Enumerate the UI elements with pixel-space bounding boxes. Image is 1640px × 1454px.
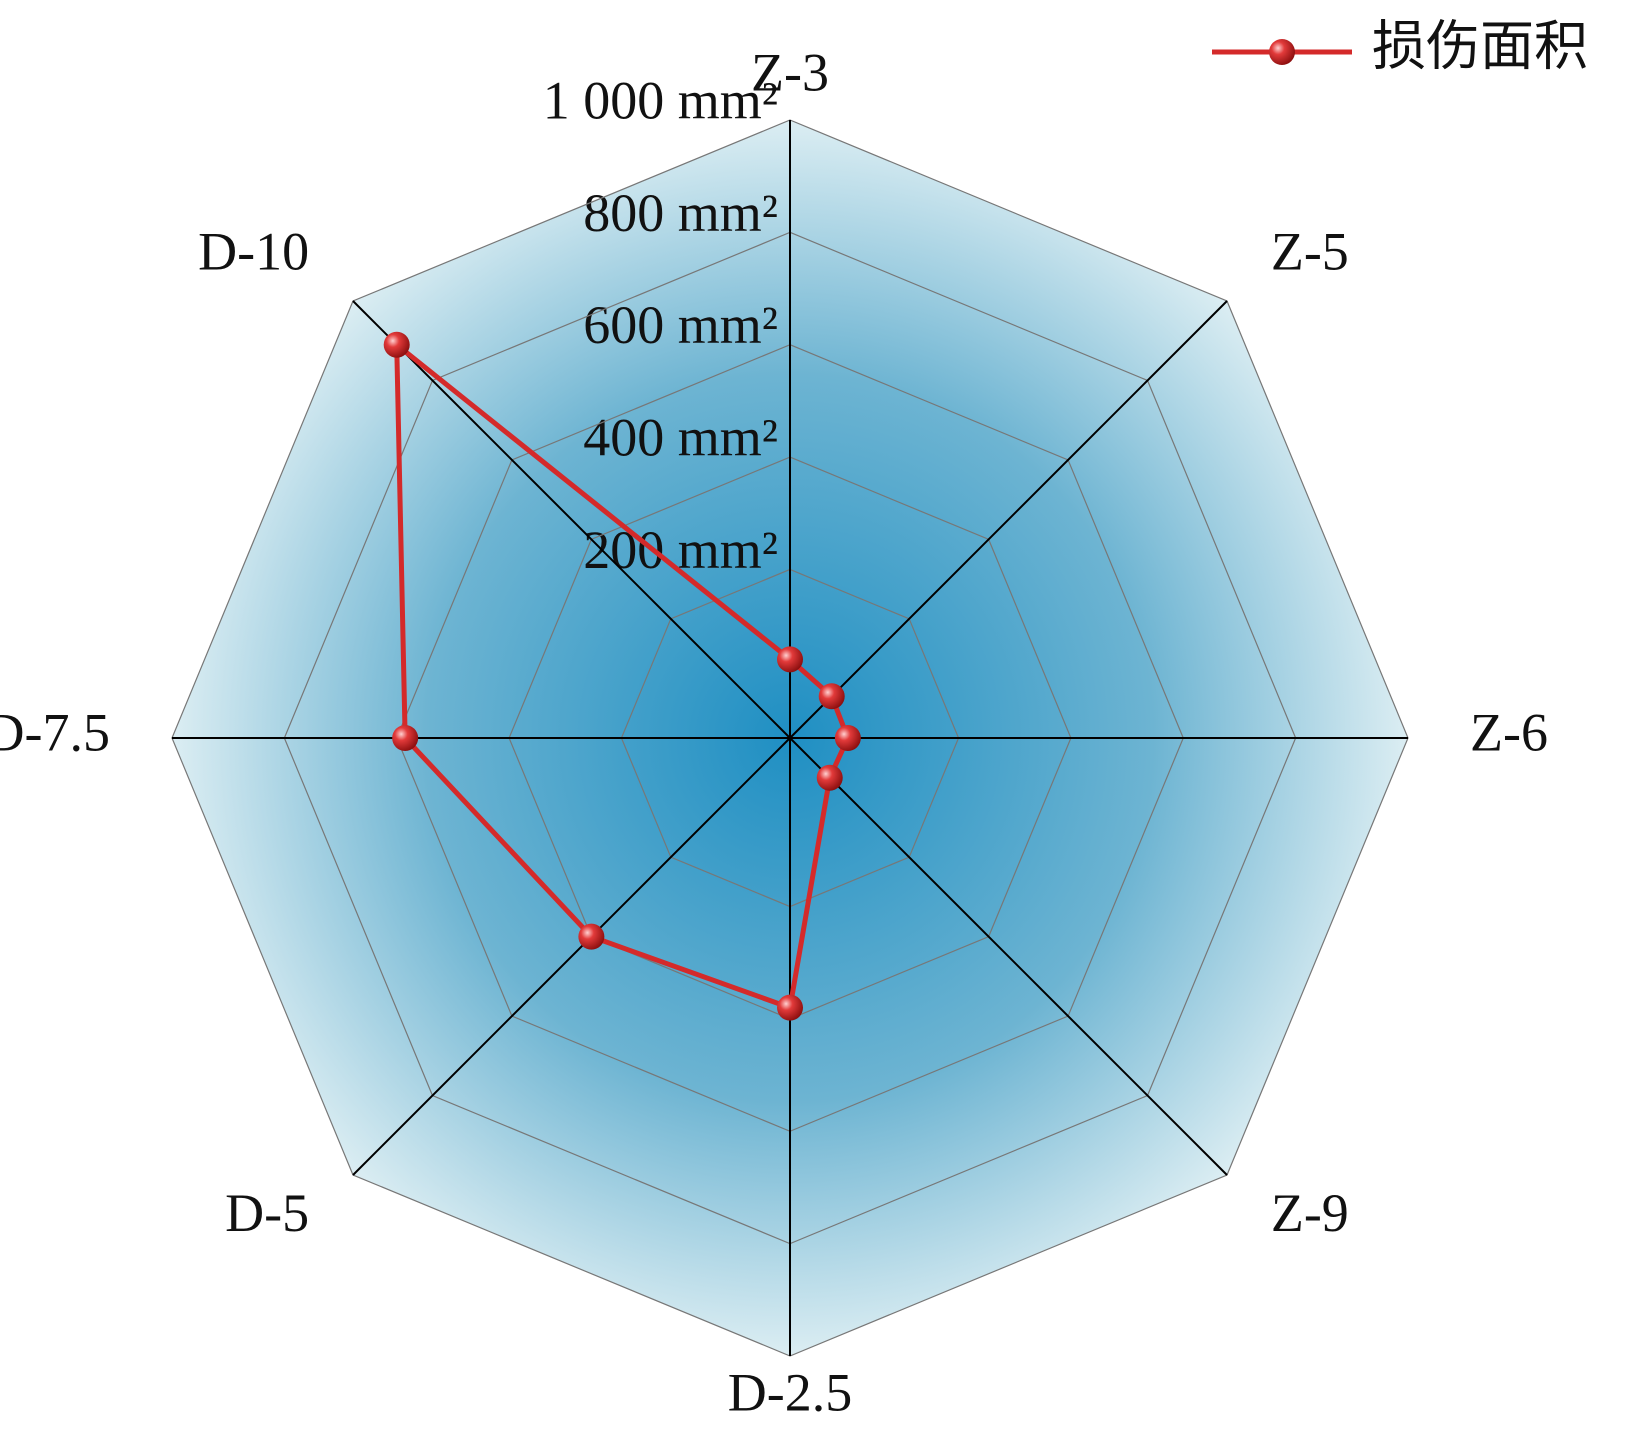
r-tick-label: 1 000 mm² xyxy=(543,70,778,130)
axis-label: Z-3 xyxy=(751,42,829,102)
spoke xyxy=(352,300,791,739)
axis-label: Z-6 xyxy=(1470,702,1548,762)
data-point xyxy=(834,725,861,751)
r-tick-label: 600 mm² xyxy=(583,295,778,355)
spoke xyxy=(789,300,1228,739)
spoke xyxy=(352,737,791,1176)
axis-label: Z-9 xyxy=(1271,1183,1349,1243)
data-point xyxy=(392,725,419,751)
axis-label: D-7.5 xyxy=(0,702,110,762)
legend-label: 损伤面积 xyxy=(1372,16,1588,76)
r-tick-label: 800 mm² xyxy=(583,183,778,243)
data-point xyxy=(578,923,605,950)
spoke xyxy=(789,737,1228,1176)
data-point xyxy=(777,994,803,1021)
axis-label: D-10 xyxy=(198,222,309,282)
r-tick-label: 400 mm² xyxy=(583,407,778,467)
axis-label: Z-5 xyxy=(1271,222,1349,282)
data-point xyxy=(818,683,845,710)
data-point xyxy=(816,764,843,791)
axis-label: D-5 xyxy=(225,1183,309,1243)
legend-marker xyxy=(1269,39,1295,65)
axis-label: D-2.5 xyxy=(728,1362,852,1422)
data-point xyxy=(777,646,803,673)
data-point xyxy=(383,331,410,358)
